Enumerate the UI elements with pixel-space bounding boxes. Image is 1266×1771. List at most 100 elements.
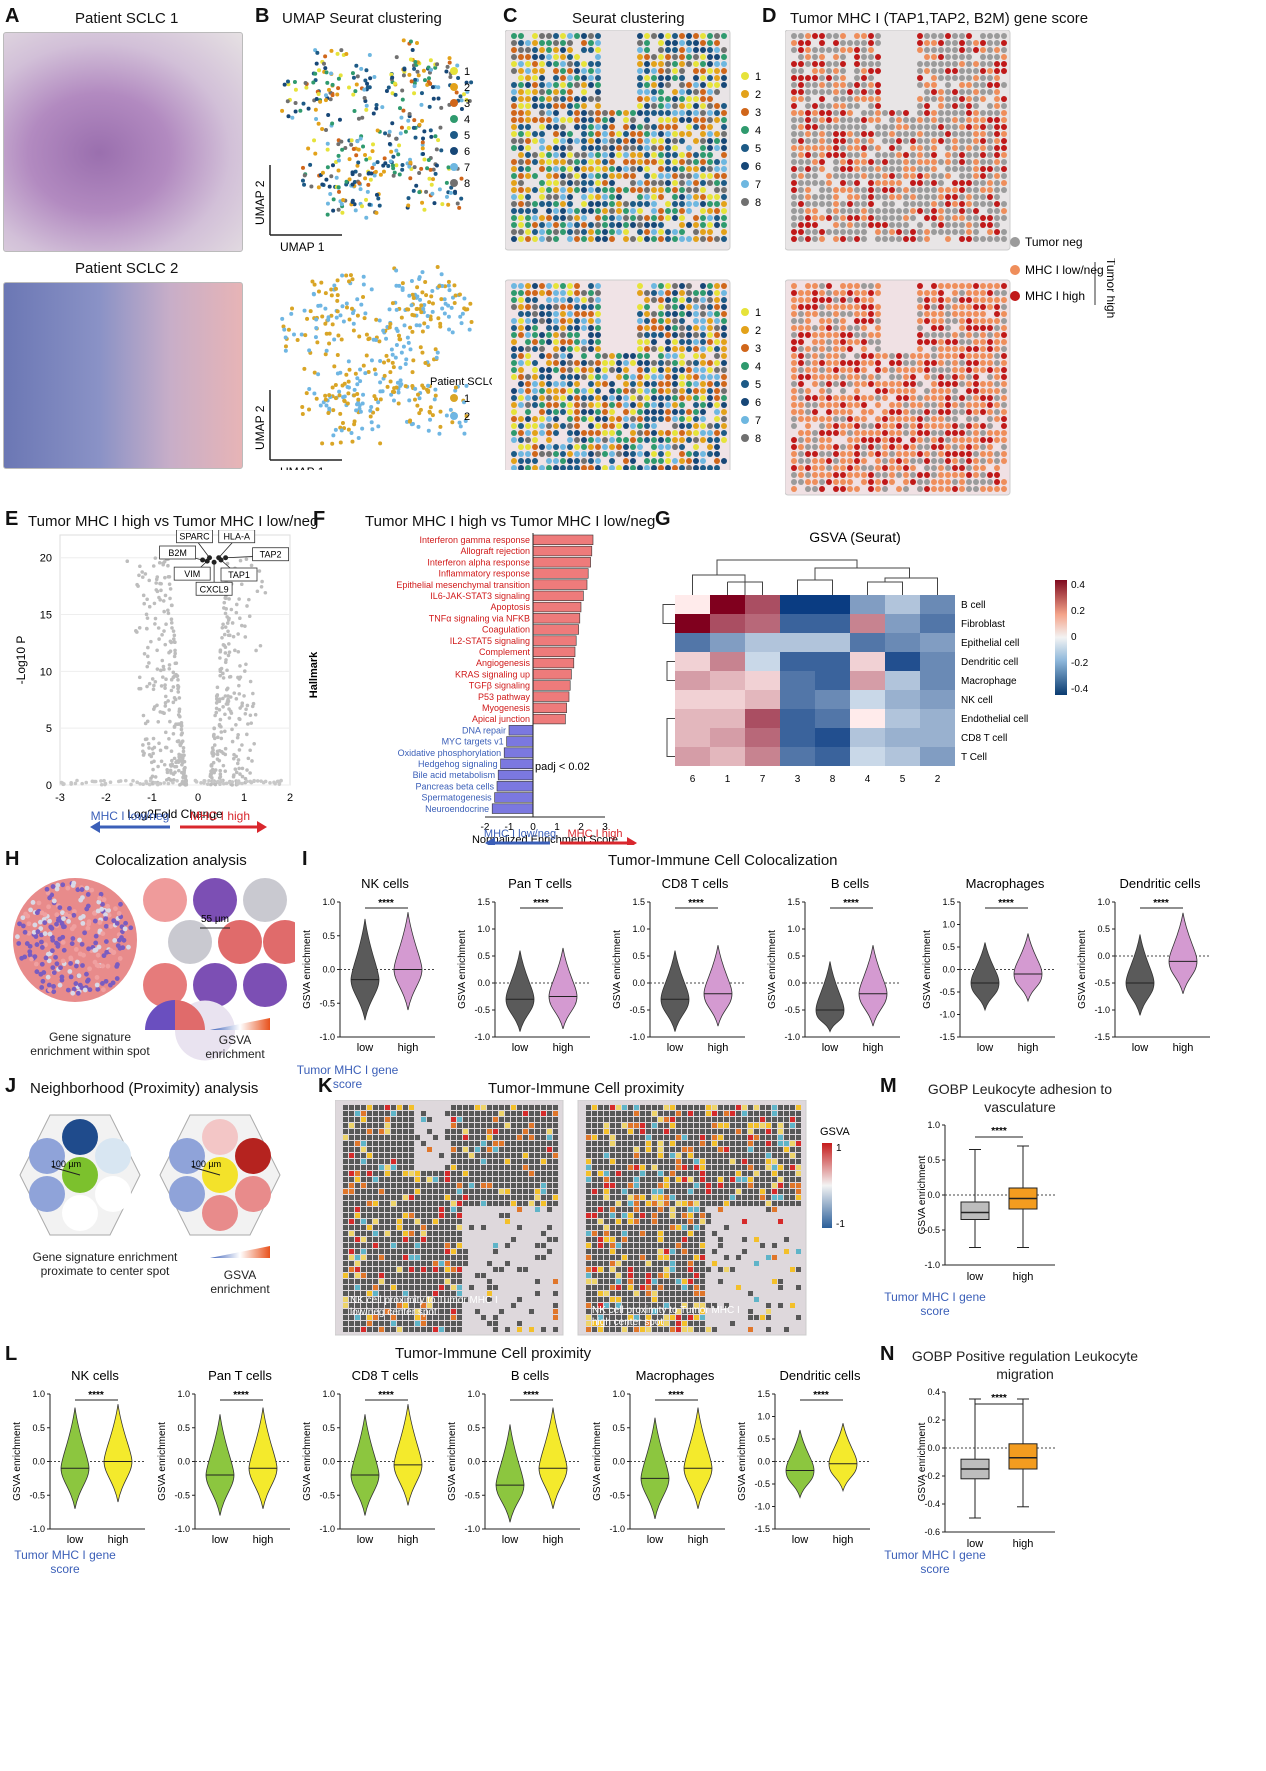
- seurat-map2-spot: [630, 465, 636, 470]
- seurat-map2-spot: [623, 437, 629, 443]
- mhc-map2-spot: [861, 304, 867, 310]
- seurat-map2-spot: [560, 290, 566, 296]
- seurat-map1-spot: [686, 236, 692, 242]
- mhc-map2-spot: [938, 325, 944, 331]
- seurat-map2-spot: [567, 451, 573, 457]
- seurat-map1-spot: [651, 110, 657, 116]
- umap-point: [351, 328, 356, 333]
- mhc-map2-spot: [910, 395, 916, 401]
- seurat-map2-spot: [700, 339, 706, 345]
- mhc-map1-spot: [980, 187, 986, 193]
- seurat-map2-spot: [686, 360, 692, 366]
- mhc-map2-spot: [812, 395, 818, 401]
- mhc-map1-spot: [854, 229, 860, 235]
- seurat-map1-spot: [525, 138, 531, 144]
- seurat-map2-spot: [511, 283, 517, 289]
- umap-point: [394, 136, 399, 141]
- umap-point: [419, 310, 424, 315]
- mhc-map2-spot: [875, 304, 881, 310]
- umap-point: [293, 109, 298, 114]
- mhc-map1-spot: [833, 54, 839, 60]
- seurat-map2-spot: [511, 290, 517, 296]
- umap-point: [353, 371, 358, 376]
- mhc-map2-spot: [882, 451, 888, 457]
- mhc-map2-spot: [959, 339, 965, 345]
- seurat-map1-spot: [609, 222, 615, 228]
- mhc-map2-spot: [987, 381, 993, 387]
- mhc-map2-spot: [861, 367, 867, 373]
- legend-bracket-label: Tumor high: [1104, 258, 1115, 318]
- seurat-map2-spot: [707, 367, 713, 373]
- umap-point: [332, 337, 337, 342]
- mhc-map1-spot: [966, 173, 972, 179]
- umap-point: [358, 379, 363, 384]
- seurat-map1-spot: [693, 89, 699, 95]
- mhc-map1-spot: [875, 187, 881, 193]
- seurat-map1-spot: [539, 124, 545, 130]
- volcano-point: [226, 653, 231, 658]
- umap-point: [380, 389, 385, 394]
- seurat-map1-spot: [553, 208, 559, 214]
- seurat-map1-spot: [532, 201, 538, 207]
- mhc-map1-spot: [840, 33, 846, 39]
- seurat-map2-spot: [721, 332, 727, 338]
- seurat-map1-spot: [553, 222, 559, 228]
- seurat-map1-spot: [630, 222, 636, 228]
- gsea-category: MYC targets v1: [442, 737, 504, 747]
- mhc-map1-spot: [910, 229, 916, 235]
- umap-point: [335, 92, 340, 97]
- mhc-map1-spot: [819, 54, 825, 60]
- mhc-map2-spot: [805, 451, 811, 457]
- mhc-map1-spot: [966, 166, 972, 172]
- mhc-map2-spot: [1001, 325, 1007, 331]
- mhc-map1-spot: [798, 75, 804, 81]
- mhc-map2-spot: [966, 444, 972, 450]
- tissue-spot: [93, 933, 99, 939]
- seurat-map2-spot: [672, 367, 678, 373]
- seurat-map2-spot: [560, 367, 566, 373]
- mhc-map1-spot: [931, 33, 937, 39]
- mhc-map2-spot: [826, 388, 832, 394]
- seurat-map2-spot: [574, 367, 580, 373]
- seurat-map2-spot: [714, 381, 720, 387]
- mhc-map1-spot: [966, 33, 972, 39]
- umap-point: [324, 70, 329, 75]
- mhc-map1-spot: [819, 138, 825, 144]
- umap-point: [400, 167, 405, 172]
- seurat-map2-spot: [546, 374, 552, 380]
- seurat-map2-spot: [525, 423, 531, 429]
- mhc-map2-spot: [917, 451, 923, 457]
- umap-point: [310, 279, 315, 284]
- seurat-map2-spot: [700, 458, 706, 464]
- seurat-map2-spot: [658, 367, 664, 373]
- volcano-point: [145, 616, 150, 620]
- mhc-map1-spot: [805, 82, 811, 88]
- mhc-map1-spot: [1001, 68, 1007, 74]
- volcano-point: [252, 742, 256, 746]
- mhc-map2-spot: [931, 290, 937, 296]
- mhc-map1-spot: [868, 215, 874, 221]
- umap-point: [462, 431, 467, 436]
- volcano-point: [168, 587, 173, 591]
- mhc-map2-spot: [931, 458, 937, 464]
- mhc-map2-spot: [798, 339, 804, 345]
- mhc-map1-spot: [952, 201, 958, 207]
- umap-point: [421, 136, 426, 141]
- mhc-map1-spot: [931, 75, 937, 81]
- seurat-map2-spot: [714, 304, 720, 310]
- seurat-map1-spot: [700, 145, 706, 151]
- seurat-map2-spot: [546, 444, 552, 450]
- seurat-map2-spot: [630, 458, 636, 464]
- volcano-point: [194, 780, 199, 784]
- seurat-map2-spot: [595, 416, 601, 422]
- mhc-map2-spot: [945, 318, 951, 324]
- umap-point: [411, 188, 416, 193]
- umap-point: [302, 366, 307, 371]
- umap-point: [444, 194, 449, 199]
- mhc-map2-spot: [882, 479, 888, 485]
- mhc-map2-spot: [924, 451, 930, 457]
- mhc-map2-spot: [861, 311, 867, 317]
- seurat-map2-spot: [721, 353, 727, 359]
- seurat-map1-spot: [644, 40, 650, 46]
- seurat-map1-spot: [686, 166, 692, 172]
